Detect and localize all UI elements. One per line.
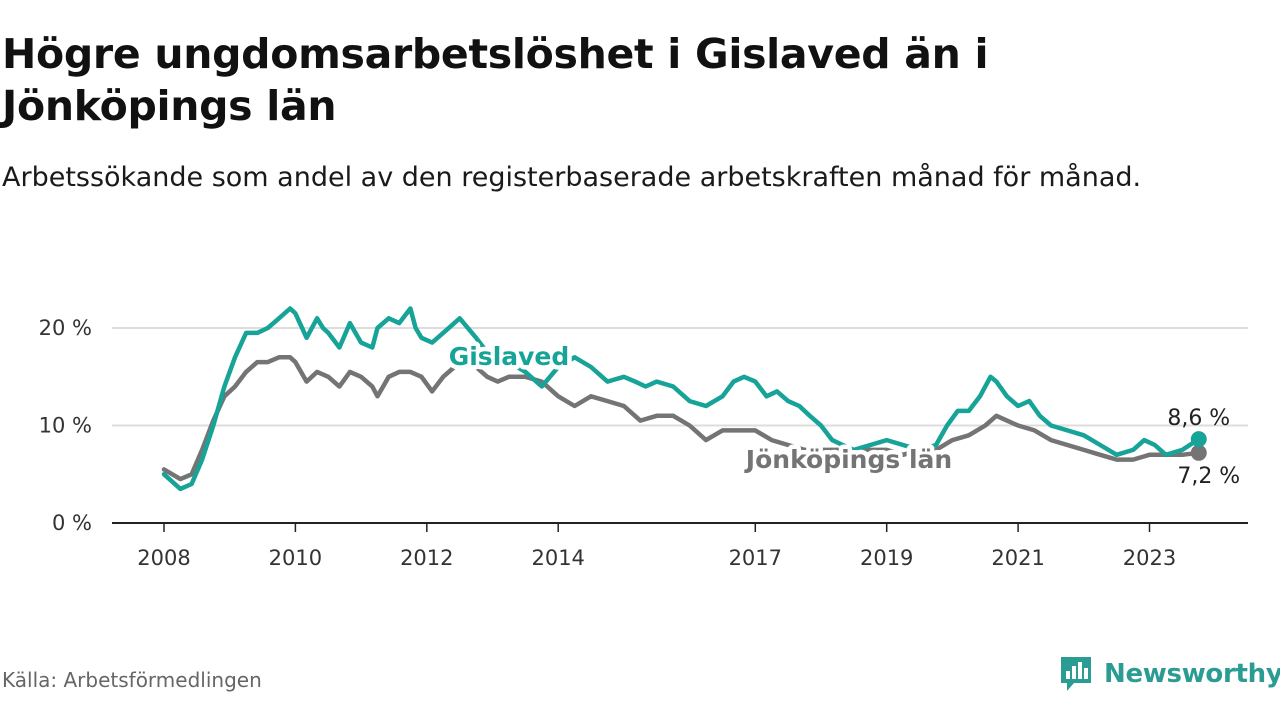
x-tick-label: 2010 xyxy=(269,546,322,570)
y-tick-label: 10 % xyxy=(39,414,92,438)
end-label-gislaved: 8,6 % xyxy=(1167,406,1230,431)
x-tick-label: 2008 xyxy=(137,546,190,570)
end-label-jonkopings-lan: 7,2 % xyxy=(1177,464,1240,489)
newsworthy-logo-text: Newsworthy xyxy=(1104,659,1280,689)
series-line-jonkopings-lan xyxy=(161,355,1202,482)
series-label-gislaved-halo: Gislaved xyxy=(449,342,570,371)
end-point-gislaved xyxy=(1190,431,1207,448)
newsworthy-logo-icon xyxy=(1061,657,1091,691)
x-tick-label: 2017 xyxy=(729,546,782,570)
series-line-gislaved xyxy=(161,306,1202,492)
y-tick-label: 20 % xyxy=(39,316,92,340)
series-label-jonkopings-lan: Jönköpings län xyxy=(744,445,952,474)
newsworthy-logo[interactable]: Newsworthy xyxy=(1058,652,1280,696)
y-tick-label: 0 % xyxy=(52,511,92,535)
series-label-jonkopings-lan-halo: Jönköpings län xyxy=(744,445,952,474)
end-point-jonkopings-lan xyxy=(1190,444,1207,461)
x-tick-label: 2012 xyxy=(400,546,453,570)
x-tick-label: 2023 xyxy=(1123,546,1176,570)
x-tick-label: 2014 xyxy=(531,546,584,570)
x-tick-label: 2019 xyxy=(860,546,913,570)
series-label-gislaved: Gislaved xyxy=(449,342,570,371)
chart-title: Högre ungdomsarbetslöshet i Gislaved än … xyxy=(2,30,989,130)
source-note: Källa: Arbetsförmedlingen xyxy=(2,668,262,692)
x-tick-label: 2021 xyxy=(991,546,1044,570)
chart-subtitle: Arbetssökande som andel av den registerb… xyxy=(2,162,1142,193)
